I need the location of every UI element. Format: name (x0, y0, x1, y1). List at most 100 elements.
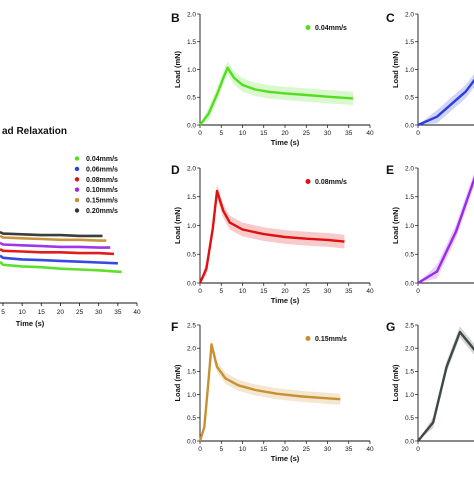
y-tick-label: 0.5 (405, 95, 414, 102)
panel-e: E 0.0 0.5 1.0 1.5 2.0 0 Load (mN) (386, 163, 474, 295)
y-tick-label: 1.5 (405, 39, 414, 46)
x-tick-label: 25 (303, 130, 311, 137)
x-tick-label: 35 (345, 446, 353, 453)
panel-g: G 0.0 0.5 1.0 1.5 2.0 2.5 0 Load (mN) (386, 320, 474, 453)
panel-label: B (171, 11, 180, 25)
series-error-band (200, 184, 345, 283)
y-tick-label: 2.0 (187, 346, 196, 353)
panel-a-x-tick-label: 30 (95, 309, 103, 316)
legend-marker (305, 336, 311, 341)
y-tick-label: 0.0 (187, 438, 196, 445)
panel-f: F 0.0 0.5 1.0 1.5 2.0 2.5 0 5 10 15 20 25 30 35 40 Load … (171, 320, 374, 463)
x-tick-label: 30 (324, 446, 332, 453)
series-error-band (200, 338, 341, 441)
panel-c: C 0.0 0.5 1.0 1.5 2.0 0 Load (mN) (386, 11, 474, 137)
panel-a-x-tick-label: 10 (19, 309, 27, 316)
panel-a-x-tick-label: 15 (38, 309, 46, 316)
y-tick-label: 1.5 (187, 39, 196, 46)
x-tick-label: 30 (324, 288, 332, 295)
panel-a-legend-marker (74, 197, 80, 203)
panel-a-legend-label: 0.15mm/s (86, 198, 118, 205)
panel-a-legend-marker (74, 208, 80, 213)
x-tick-label: 10 (239, 288, 247, 295)
series-line (417, 78, 474, 127)
x-axis-label: Time (s) (271, 454, 300, 463)
x-tick-label: 20 (281, 130, 289, 137)
x-tick-label: 25 (303, 288, 311, 295)
series-line (199, 66, 354, 126)
y-axis-label: Load (mN) (173, 206, 182, 244)
panel-a-series-line (0, 241, 111, 249)
x-axis-label: Time (s) (271, 296, 300, 305)
y-tick-label: 1.0 (405, 392, 414, 399)
series-error-band (418, 326, 474, 441)
y-axis-label: Load (mN) (391, 50, 400, 88)
x-tick-label: 15 (260, 288, 268, 295)
panel-a-x-tick-label: 25 (76, 309, 84, 316)
panel-label: F (171, 320, 178, 334)
y-tick-label: 0.5 (187, 415, 196, 422)
y-tick-label: 1.0 (187, 223, 196, 230)
panel-a-x-tick-label: 40 (133, 309, 141, 316)
x-tick-label: 30 (324, 130, 332, 137)
y-tick-label: 0.5 (187, 252, 196, 259)
x-tick-label: 15 (260, 446, 268, 453)
legend-label: 0.15mm/s (315, 336, 347, 343)
x-tick-label: 35 (345, 288, 353, 295)
y-axis-label: Load (mN) (391, 206, 400, 244)
y-tick-label: 1.5 (187, 194, 196, 201)
panel-a-x-tick-label: 35 (114, 309, 122, 316)
series-error-band (418, 172, 474, 283)
x-tick-label: 5 (219, 288, 223, 295)
y-tick-label: 2.0 (405, 165, 414, 172)
y-tick-label: 1.0 (405, 67, 414, 74)
x-tick-label: 10 (239, 130, 247, 137)
y-tick-label: 0.0 (405, 122, 414, 129)
x-tick-label: 40 (366, 130, 374, 137)
x-tick-label: 25 (303, 446, 311, 453)
x-tick-label: 0 (416, 288, 420, 295)
panel-label: G (386, 320, 395, 334)
panel-a-series-line (0, 230, 103, 238)
panel-a-series-line (0, 248, 115, 256)
panel-label: D (171, 163, 180, 177)
panel-a-legend-marker (74, 187, 80, 192)
y-tick-label: 0.5 (187, 95, 196, 102)
series-line (198, 189, 345, 284)
y-tick-label: 0.5 (405, 415, 414, 422)
x-tick-label: 0 (198, 288, 202, 295)
y-tick-label: 1.5 (405, 194, 414, 201)
x-tick-label: 15 (260, 130, 268, 137)
legend-marker (305, 25, 311, 30)
y-tick-label: 0.0 (405, 438, 414, 445)
x-tick-label: 20 (281, 446, 289, 453)
y-axis-label: Load (mN) (173, 50, 182, 88)
x-tick-label: 5 (219, 130, 223, 137)
y-tick-label: 1.0 (187, 392, 196, 399)
series-line (198, 343, 341, 442)
panel-a-legend-marker (74, 166, 80, 172)
panel-a-title: ad Relaxation (2, 126, 67, 137)
panel-a-x-tick-label: 5 (1, 309, 5, 316)
y-axis-label: Load (mN) (391, 364, 400, 402)
x-tick-label: 20 (281, 288, 289, 295)
panel-label: E (386, 163, 394, 177)
y-tick-label: 0.0 (187, 122, 196, 129)
y-tick-label: 2.0 (405, 11, 414, 18)
y-tick-label: 2.5 (405, 322, 414, 329)
panel-a-series-line (0, 260, 122, 274)
y-axis-label: Load (mN) (173, 364, 182, 402)
x-tick-label: 40 (366, 446, 374, 453)
y-tick-label: 0.5 (405, 252, 414, 259)
x-tick-label: 0 (198, 446, 202, 453)
y-tick-label: 1.0 (187, 67, 196, 74)
y-tick-label: 2.0 (187, 165, 196, 172)
x-tick-label: 40 (366, 288, 374, 295)
panel-a-series-line (0, 234, 107, 242)
legend-label: 0.08mm/s (315, 179, 347, 186)
series-line (417, 330, 474, 442)
panel-a-series-line (0, 254, 118, 265)
panel-a-legend-label: 0.04mm/s (86, 156, 118, 163)
legend-label: 0.04mm/s (315, 25, 347, 32)
